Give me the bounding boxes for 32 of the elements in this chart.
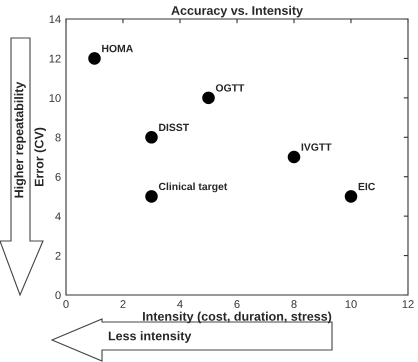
y-tick-label: 10 bbox=[50, 94, 61, 102]
point bbox=[145, 190, 158, 203]
y-tick-label: 2 bbox=[56, 252, 61, 260]
y-tick-label: 12 bbox=[50, 54, 61, 62]
point bbox=[145, 131, 158, 144]
y-tick-label: 4 bbox=[55, 212, 61, 220]
point bbox=[288, 150, 300, 164]
x-tick-label: 2 bbox=[120, 300, 126, 308]
annotation: Clinical target bbox=[158, 182, 228, 192]
y-axis-title: Error (CV) bbox=[34, 128, 46, 186]
x-tick-label: 10 bbox=[346, 300, 357, 308]
point bbox=[344, 190, 358, 203]
y-tick-label: 6 bbox=[56, 172, 61, 181]
x-tick-label: 8 bbox=[291, 300, 297, 308]
y-tick-label: 8 bbox=[55, 134, 61, 142]
x-axis-title: Intensity (cost, duration, stress) bbox=[143, 312, 332, 324]
annotation: OGTT bbox=[216, 84, 244, 92]
text: Higher repeatability bbox=[14, 82, 26, 198]
x-tick-label: 0 bbox=[63, 300, 69, 308]
annotation: HOMA bbox=[102, 44, 133, 52]
chart-title: Accuracy vs. Intensity bbox=[171, 6, 303, 18]
point bbox=[202, 92, 215, 104]
x-tick-label: 6 bbox=[234, 300, 240, 308]
annotation: EIC bbox=[358, 182, 376, 190]
y-tick-label: 14 bbox=[50, 15, 61, 24]
annotation: DISST bbox=[159, 124, 190, 132]
x-tick-label: 12 bbox=[402, 300, 414, 308]
y-tick-label: 0 bbox=[55, 291, 61, 300]
annotation: IVGTT bbox=[302, 143, 332, 151]
point bbox=[88, 52, 101, 65]
x-tick-label: 4 bbox=[177, 300, 183, 308]
text: Less intensity bbox=[108, 331, 192, 343]
